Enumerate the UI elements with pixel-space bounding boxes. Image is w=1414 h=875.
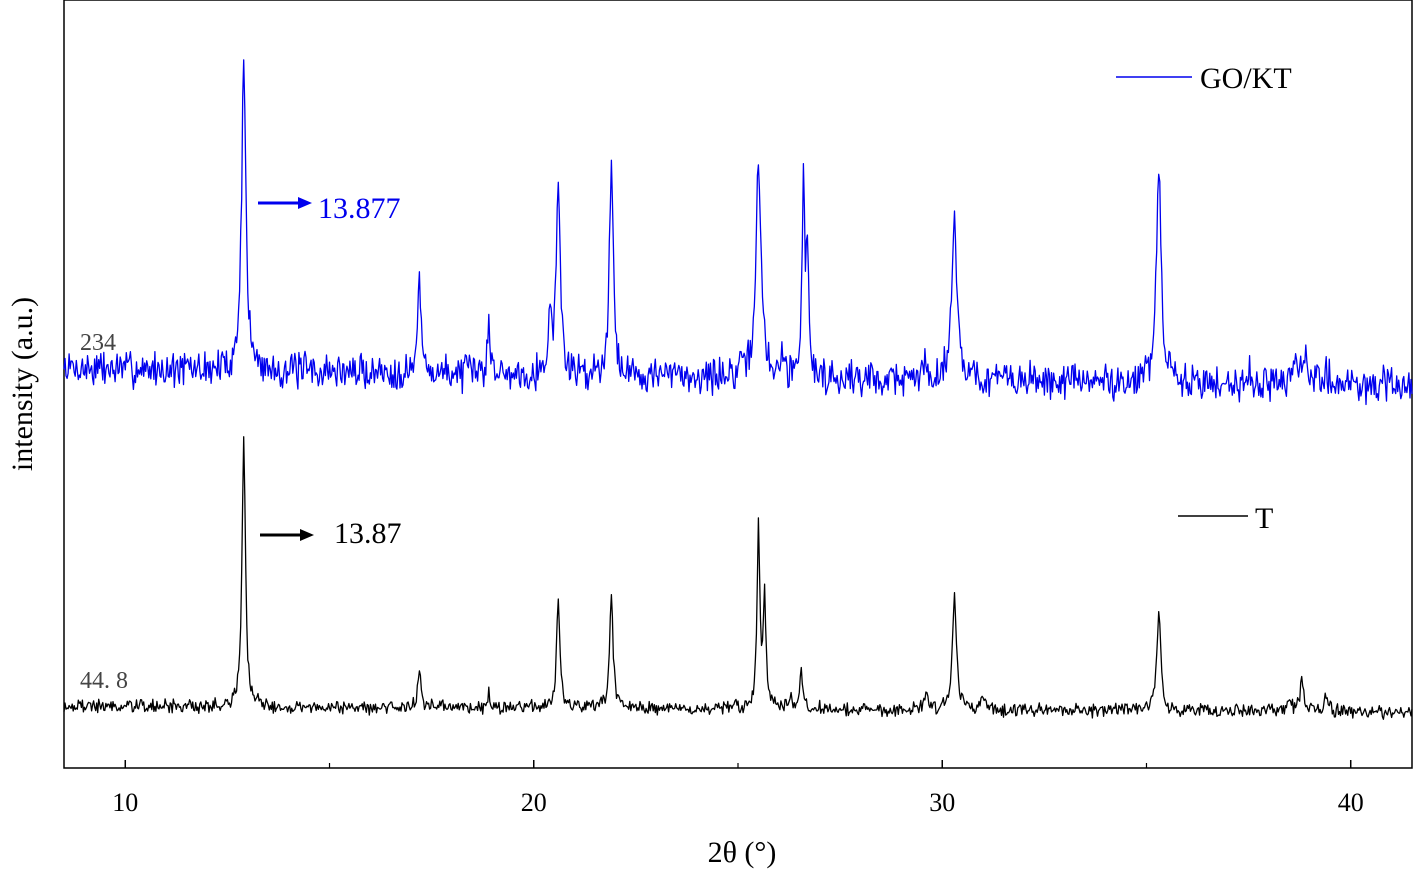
x-tick-label: 40	[1338, 788, 1364, 817]
x-axis-title: 2θ (°)	[708, 836, 777, 869]
series-line-go-kt	[63, 59, 1413, 406]
series-layer	[63, 59, 1413, 720]
x-tick-label: 30	[929, 788, 955, 817]
arrow-head-t	[300, 529, 314, 541]
legend-label-t: T	[1255, 502, 1273, 535]
x-tick-label: 20	[521, 788, 547, 817]
scale-label-t: 44. 8	[80, 668, 128, 694]
x-tick-label: 10	[112, 788, 138, 817]
series-line-t	[63, 436, 1413, 720]
plot-frame	[63, 0, 1413, 769]
arrow-head-go-kt	[298, 197, 312, 209]
annotation-t: 13.87	[334, 517, 402, 550]
annotation-go-kt: 13.877	[318, 192, 401, 225]
scale-label-go-kt: 234	[80, 330, 116, 356]
x-axis-ticks: 10 20 30 40	[112, 760, 1364, 817]
legend-label-go-kt: GO/KT	[1200, 62, 1292, 95]
y-axis-title: intensity (a.u.)	[6, 297, 39, 471]
